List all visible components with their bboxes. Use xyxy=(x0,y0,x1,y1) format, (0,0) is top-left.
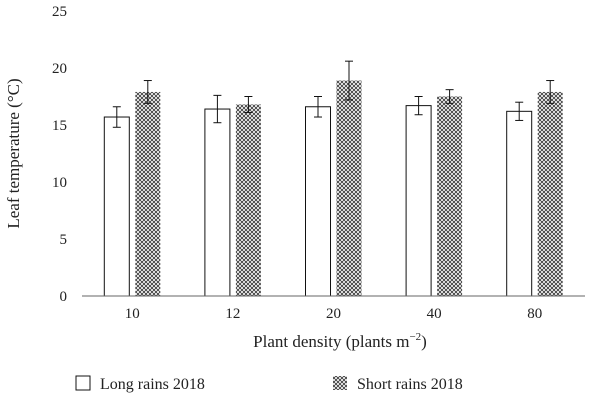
x-axis-title-close: ) xyxy=(421,332,427,351)
bar-long-rains-40 xyxy=(405,105,432,297)
legend-swatch-short-rains xyxy=(333,376,347,390)
error-bars-group xyxy=(112,60,555,128)
error-bar-short-rains-20 xyxy=(345,60,353,101)
bar-long-rains-12 xyxy=(204,108,231,297)
error-bar-short-rains-12 xyxy=(244,96,253,113)
bar-short-rains-80 xyxy=(537,91,563,296)
bar-short-rains-40 xyxy=(437,96,463,296)
error-bar-short-rains-40 xyxy=(445,89,454,104)
bar-long-rains-80 xyxy=(506,110,533,297)
y-tick-label: 20 xyxy=(52,61,67,77)
y-tick-label: 0 xyxy=(60,289,68,305)
bar-long-rains-20 xyxy=(305,106,331,297)
x-axis-title-main: Plant density (plants m xyxy=(253,332,409,351)
x-tick-label: 10 xyxy=(125,306,140,322)
error-bar-long-rains-12 xyxy=(213,94,222,124)
legend-swatch-long-rains xyxy=(75,375,91,391)
bar-short-rains-12 xyxy=(235,104,261,296)
bar-short-rains-10 xyxy=(135,91,161,296)
x-tick-label: 12 xyxy=(225,306,240,322)
y-tick-label: 5 xyxy=(60,232,68,248)
legend: Long rains 2018 Short rains 2018 xyxy=(75,375,463,393)
error-bar-short-rains-80 xyxy=(546,80,555,104)
error-bar-long-rains-10 xyxy=(112,106,121,128)
x-axis-title: Plant density (plants m−2) xyxy=(253,331,427,351)
x-tick-label: 80 xyxy=(527,306,542,322)
y-tick-label: 15 xyxy=(52,118,67,134)
y-tick-label: 25 xyxy=(52,4,67,20)
legend-label-long-rains: Long rains 2018 xyxy=(100,376,205,393)
error-bar-short-rains-10 xyxy=(143,80,152,104)
y-axis-ticks: 0 5 10 15 20 25 xyxy=(52,4,67,305)
x-axis-title-sup: −2 xyxy=(409,331,421,343)
x-axis-ticks: 10 12 20 40 80 xyxy=(125,306,542,322)
error-bar-long-rains-40 xyxy=(414,96,423,116)
x-tick-label: 20 xyxy=(326,306,341,322)
legend-label-short-rains: Short rains 2018 xyxy=(357,376,463,393)
y-tick-label: 10 xyxy=(52,175,67,191)
error-bar-long-rains-80 xyxy=(515,101,524,121)
y-axis-title: Leaf temperature (°C) xyxy=(4,78,23,228)
bars-group xyxy=(103,80,563,297)
error-bar-long-rains-20 xyxy=(314,96,322,118)
x-tick-label: 40 xyxy=(427,306,442,322)
bar-short-rains-20 xyxy=(336,80,362,296)
bar-long-rains-10 xyxy=(103,116,130,297)
